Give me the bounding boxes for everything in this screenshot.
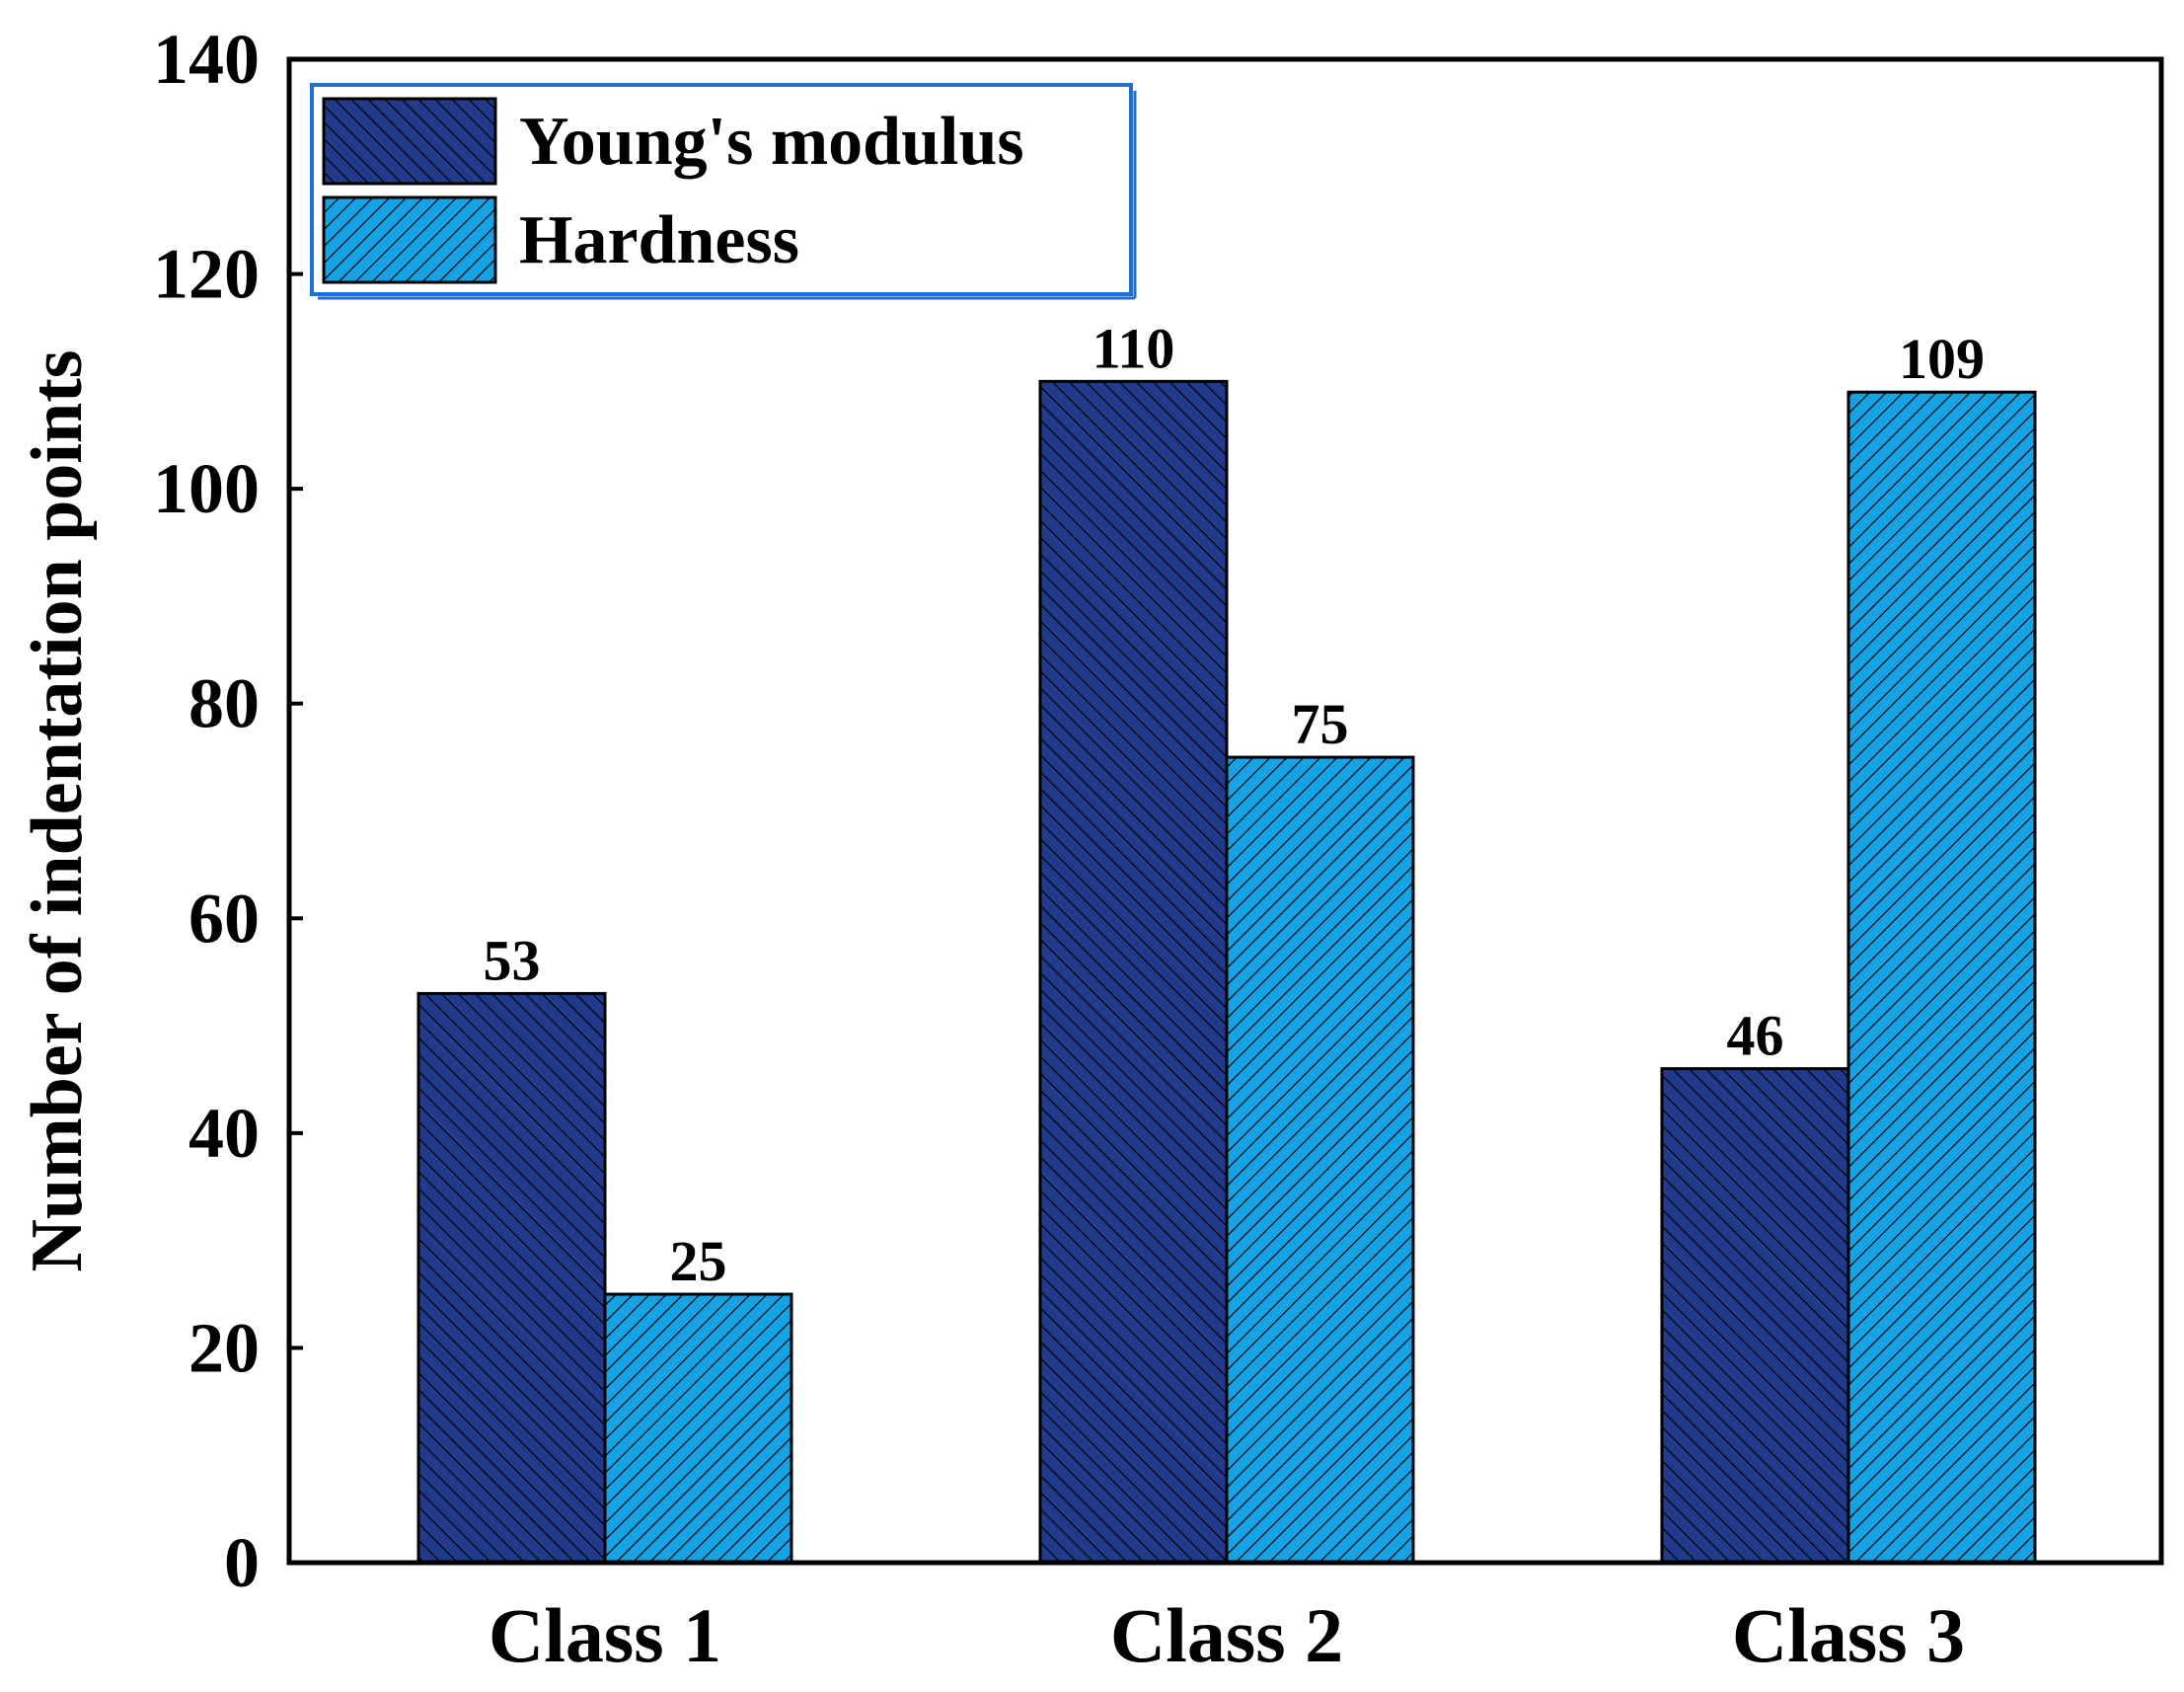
y-axis-title: Number of indentation points — [17, 349, 98, 1271]
x-tick-label-class-1: Class 1 — [489, 1592, 721, 1678]
y-tick-label: 20 — [188, 1308, 260, 1387]
bar-hardness-class-1 — [603, 1292, 793, 1565]
y-tick-label: 120 — [153, 235, 260, 314]
y-tick-label: 0 — [224, 1523, 260, 1602]
y-tick-label: 100 — [153, 449, 260, 528]
legend: Young's modulus Hardness — [310, 83, 1137, 300]
y-tick-label: 40 — [188, 1094, 260, 1173]
y-tick-label: 80 — [188, 664, 260, 743]
legend-label-youngs-modulus: Young's modulus — [519, 104, 1024, 180]
legend-swatch-youngs-modulus — [322, 97, 497, 186]
data-label-hardness-class-1: 25 — [670, 1229, 727, 1293]
bar-youngs-modulus-class-1 — [416, 991, 607, 1565]
y-tick-label: 140 — [153, 20, 260, 99]
y-tick-label: 60 — [188, 879, 260, 958]
data-label-youngs-modulus-class-1: 53 — [484, 928, 541, 992]
data-label-hardness-class-3: 109 — [1899, 327, 1985, 391]
bar-hardness-class-2 — [1225, 755, 1415, 1565]
data-label-youngs-modulus-class-3: 46 — [1727, 1004, 1784, 1068]
axes-layer: 0 20 40 60 80 100 120 140 Class 1 Class 2 Class 3 N… — [17, 20, 2164, 1678]
x-tick-label-class-2: Class 2 — [1110, 1592, 1343, 1678]
bar-hardness-class-3 — [1846, 390, 2037, 1565]
data-label-youngs-modulus-class-2: 110 — [1092, 316, 1175, 380]
bars-layer: 53 25 110 75 46 109 — [416, 316, 2037, 1565]
data-label-hardness-class-2: 75 — [1292, 692, 1349, 756]
bar-youngs-modulus-class-2 — [1038, 379, 1229, 1565]
legend-label-hardness: Hardness — [519, 202, 799, 278]
plot-frame — [286, 56, 2164, 1566]
x-tick-label-class-3: Class 3 — [1732, 1592, 1965, 1678]
legend-swatch-hardness — [322, 195, 497, 284]
bar-youngs-modulus-class-3 — [1660, 1067, 1850, 1565]
